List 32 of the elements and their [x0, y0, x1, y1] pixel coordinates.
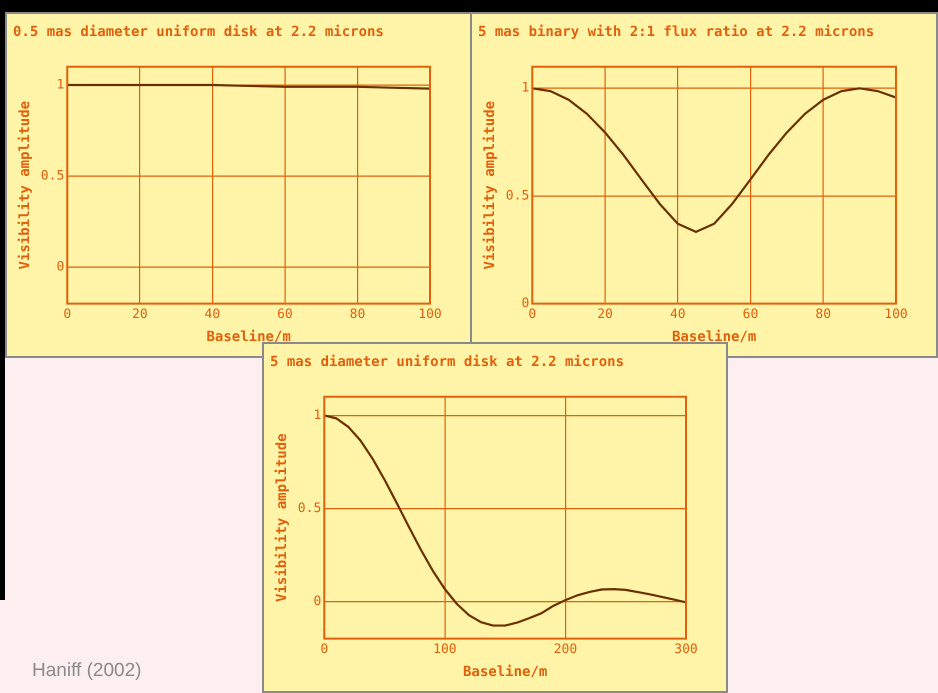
y-tick-label: 0.5: [506, 188, 530, 204]
y-tick-label: 1: [313, 408, 322, 423]
chart-title: 5 mas diameter uniform disk at 2.2 microns: [270, 354, 624, 370]
y-axis-title: Visibility amplitude: [274, 433, 290, 602]
chart-title: 0.5 mas diameter uniform disk at 2.2 microns: [13, 24, 384, 40]
y-axis-title: Visibility amplitude: [482, 100, 498, 270]
y-tick-label: 1: [521, 80, 530, 96]
x-tick-label: 60: [742, 306, 758, 322]
y-tick-label: 0.5: [298, 500, 322, 516]
x-axis-title: Baseline/m: [462, 664, 548, 680]
x-tick-label: 20: [132, 306, 148, 322]
y-tick-label: 0.5: [40, 168, 64, 184]
x-tick-label: 20: [597, 306, 613, 322]
x-axis-title: Baseline/m: [672, 329, 756, 346]
x-tick-label: 80: [815, 306, 832, 322]
y-tick-label: 0: [313, 594, 322, 609]
x-tick-label: 60: [277, 306, 293, 322]
x-tick-label: 200: [554, 642, 578, 657]
chart-title: 5 mas binary with 2:1 flux ratio at 2.2 microns: [478, 24, 874, 40]
x-tick-label: 80: [350, 306, 366, 322]
x-tick-label: 100: [433, 642, 457, 657]
y-tick-label: 1: [56, 77, 64, 92]
x-axis-title: Baseline/m: [206, 329, 291, 346]
x-tick-label: 100: [884, 306, 908, 322]
text: Haniff (2002): [32, 660, 142, 682]
x-tick-label: 40: [204, 306, 220, 322]
y-tick-label: 0: [521, 296, 530, 311]
y-axis-title: Visibility amplitude: [17, 100, 34, 270]
y-tick-label: 0: [56, 260, 64, 275]
x-tick-label: 300: [674, 642, 698, 657]
x-tick-label: 40: [670, 306, 686, 322]
x-tick-label: 100: [418, 306, 442, 322]
